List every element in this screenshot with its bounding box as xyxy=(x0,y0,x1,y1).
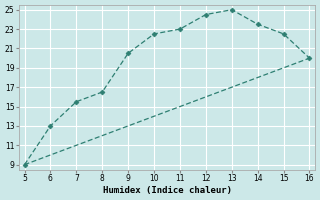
X-axis label: Humidex (Indice chaleur): Humidex (Indice chaleur) xyxy=(102,186,231,195)
